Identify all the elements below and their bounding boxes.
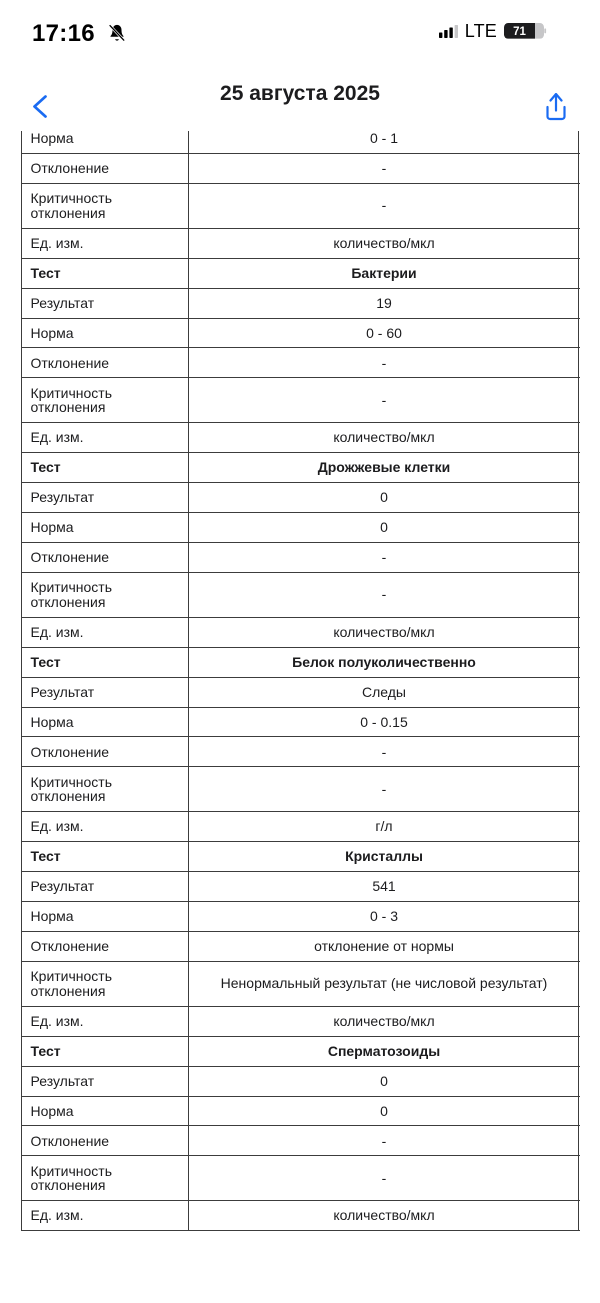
svg-text:71: 71: [513, 26, 526, 38]
